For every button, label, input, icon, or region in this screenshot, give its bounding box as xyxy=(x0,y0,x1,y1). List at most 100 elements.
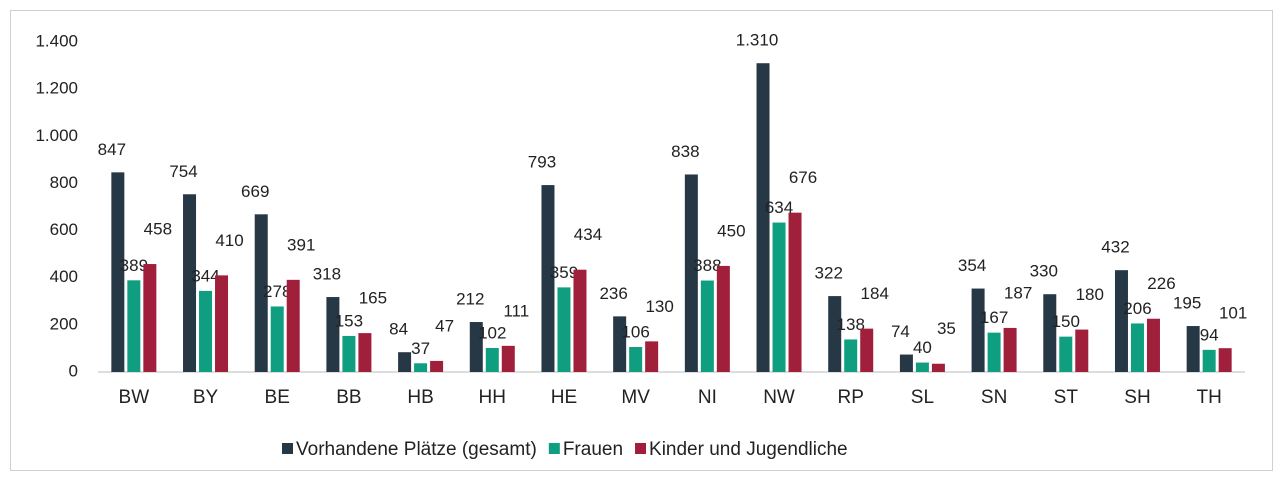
data-label: 106 xyxy=(621,322,649,341)
data-label: 354 xyxy=(958,256,986,275)
bar xyxy=(501,345,515,372)
data-label: 130 xyxy=(645,297,673,316)
legend-swatch xyxy=(548,443,560,454)
bar xyxy=(573,269,587,372)
x-tick-label: HE xyxy=(551,387,577,408)
x-tick-label: TH xyxy=(1196,387,1221,408)
data-label: 180 xyxy=(1076,285,1104,304)
bar xyxy=(844,339,858,372)
bar xyxy=(541,185,555,372)
x-tick-label: BW xyxy=(119,387,150,408)
bar xyxy=(613,316,627,372)
bar xyxy=(1202,349,1216,372)
data-label: 111 xyxy=(503,301,529,320)
bar xyxy=(772,222,786,372)
x-tick-label: NI xyxy=(698,387,717,408)
data-label: 74 xyxy=(891,322,910,341)
data-label: 206 xyxy=(1123,299,1151,318)
data-label: 226 xyxy=(1147,274,1175,293)
data-label: 359 xyxy=(550,263,578,282)
data-label: 432 xyxy=(1101,238,1129,257)
bar xyxy=(1003,327,1017,372)
data-label: 676 xyxy=(789,168,817,187)
data-label: 330 xyxy=(1030,262,1058,281)
data-label: 391 xyxy=(287,235,315,254)
x-tick-label: RP xyxy=(838,387,864,408)
data-label: 37 xyxy=(411,339,430,358)
data-label: 47 xyxy=(435,316,454,335)
y-tick-label: 800 xyxy=(50,173,78,192)
x-tick-label: BE xyxy=(265,387,290,408)
data-label: 84 xyxy=(389,320,408,339)
data-label: 153 xyxy=(335,311,363,330)
data-label: 184 xyxy=(861,284,889,303)
legend-label: Frauen xyxy=(563,439,623,460)
data-label: 101 xyxy=(1219,304,1247,323)
bar xyxy=(1043,294,1057,372)
data-label: 1.310 xyxy=(736,31,779,50)
bar xyxy=(860,328,874,372)
data-label: 344 xyxy=(191,266,219,285)
x-tick-label: SN xyxy=(981,387,1007,408)
legend-swatch xyxy=(282,443,293,454)
x-tick-label: SL xyxy=(911,387,934,408)
data-label: 150 xyxy=(1052,312,1080,331)
bar xyxy=(987,332,1001,372)
data-label: 236 xyxy=(599,284,627,303)
bar xyxy=(111,172,125,372)
chart-frame xyxy=(10,10,1273,471)
data-label: 322 xyxy=(815,264,843,283)
data-label: 165 xyxy=(359,289,387,308)
bar xyxy=(469,322,483,372)
bar xyxy=(1186,326,1200,372)
bar xyxy=(971,288,985,372)
bar xyxy=(931,363,945,372)
x-tick-label: ST xyxy=(1054,387,1079,408)
data-label: 278 xyxy=(263,282,291,301)
bar xyxy=(270,306,284,372)
y-tick-label: 600 xyxy=(50,220,78,239)
y-tick-label: 1.200 xyxy=(35,79,78,98)
bar xyxy=(684,174,698,372)
bar xyxy=(430,360,444,372)
x-tick-label: HB xyxy=(407,387,433,408)
bar xyxy=(326,297,340,372)
x-tick-label: MV xyxy=(621,387,650,408)
x-tick-label: SH xyxy=(1124,387,1150,408)
bar xyxy=(1075,329,1089,372)
data-label: 212 xyxy=(456,290,484,309)
data-label: 793 xyxy=(528,153,556,172)
bar xyxy=(645,341,659,372)
bar xyxy=(358,333,372,372)
data-label: 35 xyxy=(937,319,956,338)
data-label: 754 xyxy=(169,162,197,181)
legend-label: Vorhandene Plätze (gesamt) xyxy=(296,439,537,460)
data-label: 410 xyxy=(215,231,243,250)
bar xyxy=(127,280,141,372)
bar xyxy=(1114,270,1128,372)
data-label: 195 xyxy=(1173,294,1201,313)
bar xyxy=(915,362,929,372)
bar xyxy=(1059,336,1073,372)
bar xyxy=(756,63,770,372)
data-label: 40 xyxy=(913,338,932,357)
bar xyxy=(183,194,197,372)
data-label: 434 xyxy=(574,225,602,244)
x-tick-label: BY xyxy=(193,387,219,408)
data-label: 94 xyxy=(1200,325,1219,344)
data-label: 669 xyxy=(241,182,269,201)
bar xyxy=(143,264,157,372)
y-tick-label: 1.000 xyxy=(35,126,78,145)
bar xyxy=(414,363,428,372)
bar xyxy=(1130,323,1144,372)
bar xyxy=(215,275,229,372)
x-tick-label: NW xyxy=(763,387,795,408)
bar xyxy=(1218,348,1232,372)
data-label: 458 xyxy=(144,220,172,239)
bar xyxy=(828,296,842,372)
bar xyxy=(629,347,643,372)
data-label: 450 xyxy=(717,221,745,240)
bar xyxy=(1146,318,1160,372)
bar xyxy=(700,280,714,372)
